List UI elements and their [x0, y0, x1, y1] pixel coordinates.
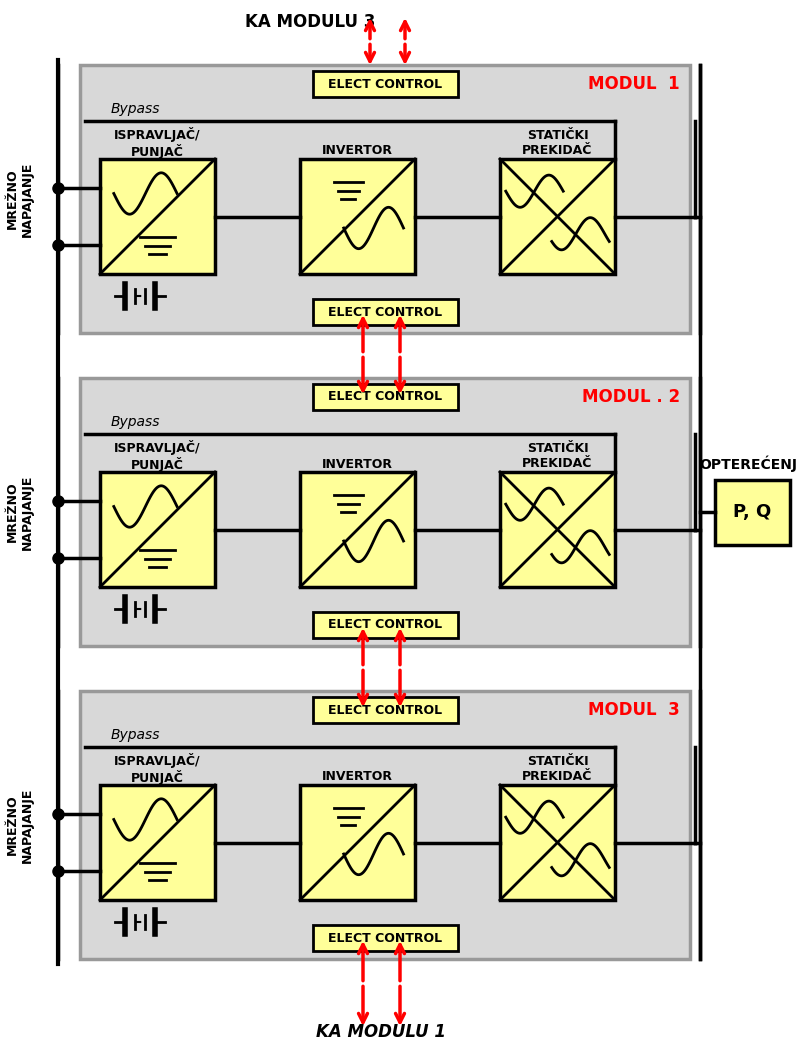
Text: INVERTOR: INVERTOR: [322, 457, 393, 471]
Text: ELECT CONTROL: ELECT CONTROL: [328, 932, 442, 944]
Text: ELECT CONTROL: ELECT CONTROL: [328, 390, 442, 404]
Text: INVERTOR: INVERTOR: [322, 771, 393, 784]
Bar: [313, 71, 458, 97]
Text: ISPRAVLJAČ/
PUNJAČ: ISPRAVLJAČ/ PUNJAČ: [114, 440, 201, 472]
Bar: [300, 472, 415, 587]
Bar: [500, 472, 615, 587]
Text: ISPRAVLJAČ/
PUNJAČ: ISPRAVLJAČ/ PUNJAČ: [114, 127, 201, 159]
Text: MREŽNO
NAPAJANJE: MREŽNO NAPAJANJE: [6, 788, 34, 862]
Text: STATIČKI
PREKIDAČ: STATIČKI PREKIDAČ: [522, 755, 593, 783]
Bar: [100, 472, 215, 587]
Text: INVERTOR: INVERTOR: [322, 145, 393, 157]
Text: ISPRAVLJAČ/
PUNJAČ: ISPRAVLJAČ/ PUNJAČ: [114, 753, 201, 786]
Bar: [715, 479, 790, 544]
Bar: [313, 384, 458, 410]
Text: MODUL . 2: MODUL . 2: [582, 388, 680, 406]
Bar: [300, 159, 415, 274]
Bar: [313, 697, 458, 723]
Text: OPTEREĆENJE: OPTEREĆENJE: [699, 455, 796, 472]
Text: MODUL  3: MODUL 3: [588, 701, 680, 719]
Bar: [500, 785, 615, 900]
Bar: [313, 299, 458, 325]
Text: KA MODULU 1: KA MODULU 1: [316, 1023, 446, 1041]
Bar: [313, 925, 458, 951]
Text: ELECT CONTROL: ELECT CONTROL: [328, 619, 442, 631]
Text: Bypass: Bypass: [111, 415, 160, 429]
Text: Bypass: Bypass: [111, 102, 160, 116]
Text: MODUL  1: MODUL 1: [588, 74, 680, 93]
Bar: [80, 691, 690, 959]
Bar: [100, 159, 215, 274]
Text: MREŽNO
NAPAJANJE: MREŽNO NAPAJANJE: [6, 474, 34, 550]
Text: ELECT CONTROL: ELECT CONTROL: [328, 78, 442, 90]
Text: ELECT CONTROL: ELECT CONTROL: [328, 704, 442, 716]
Bar: [300, 785, 415, 900]
Text: STATIČKI
PREKIDAČ: STATIČKI PREKIDAČ: [522, 129, 593, 157]
Text: Bypass: Bypass: [111, 728, 160, 742]
Bar: [80, 65, 690, 333]
Bar: [80, 378, 690, 646]
Text: MREŽNO
NAPAJANJE: MREŽNO NAPAJANJE: [6, 162, 34, 237]
Bar: [100, 785, 215, 900]
Text: ELECT CONTROL: ELECT CONTROL: [328, 305, 442, 319]
Bar: [313, 612, 458, 638]
Bar: [500, 159, 615, 274]
Text: P, Q: P, Q: [733, 504, 771, 521]
Text: STATIČKI
PREKIDAČ: STATIČKI PREKIDAČ: [522, 442, 593, 470]
Text: KA MODULU 3: KA MODULU 3: [245, 13, 375, 31]
